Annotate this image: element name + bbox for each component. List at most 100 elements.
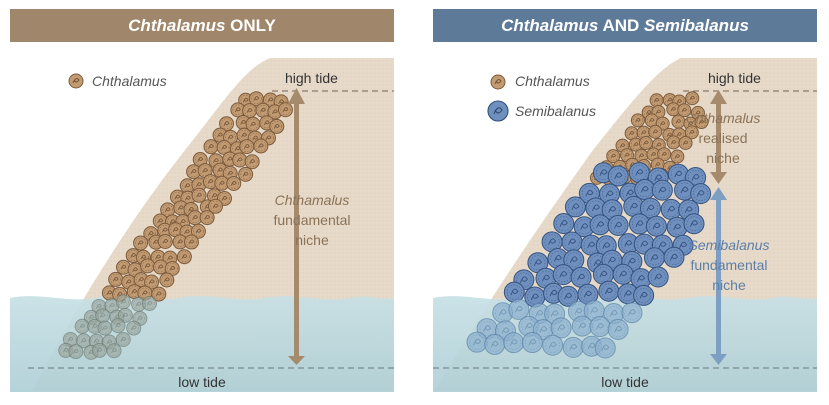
chthamalus-barnacle (648, 124, 663, 139)
chthamalus-barnacle (630, 113, 645, 128)
semibalanus-barnacle (508, 298, 530, 320)
niche-species: Chthamalus (274, 192, 350, 208)
chthamalus-barnacle (74, 318, 90, 334)
chthamalus-barnacle (245, 116, 261, 132)
chthamalus-barnacle (126, 320, 142, 336)
niche-line-2: niche (295, 232, 329, 248)
semibalanus-barnacle (577, 283, 599, 305)
chthamalus-barnacle (685, 91, 700, 106)
semibalanus-barnacle (594, 337, 616, 359)
chthamalus-barnacle (190, 223, 206, 239)
semibalanus-barnacle (607, 165, 629, 187)
niche-line-2: niche (712, 277, 746, 293)
semibalanus-fundamental-niche-label: Semibalanus fundamental niche (669, 235, 789, 295)
chthamalus-barnacle (117, 307, 133, 323)
chthamalus-barnacle (106, 343, 122, 359)
chthamalus-barnacle (208, 198, 224, 214)
semibalanus-niche-arrow (710, 187, 727, 365)
niche-line-1: fundamental (273, 212, 351, 228)
chthamalus-barnacle (269, 118, 285, 134)
legend-label-chthamalus: Chthalamus (515, 73, 590, 89)
semibalanus-barnacle (607, 214, 629, 236)
low-tide-label: low tide (178, 374, 226, 390)
legend-chthamalus-icon (68, 73, 84, 89)
semibalanus-barnacle (589, 214, 611, 236)
semibalanus-barnacle (571, 315, 593, 337)
semibalanus-barnacle (550, 317, 572, 339)
chthamalus-barnacle (141, 295, 157, 311)
semibalanus-barnacle (503, 281, 525, 303)
fundamental-niche-arrow (288, 88, 305, 365)
realised-niche-arrow (710, 90, 727, 184)
semibalanus-barnacle (612, 263, 634, 285)
chthamalus-barnacle (157, 234, 173, 250)
semibalanus-barnacle (553, 213, 575, 235)
semibalanus-barnacle (674, 179, 696, 201)
semibalanus-barnacle (607, 318, 629, 340)
panel-chthalamus-and-semibalanus: Chthalamus AND Semibalanus Chthalamus Se… (433, 0, 817, 405)
legend-label-chthamalus: Chthalamus (92, 73, 167, 89)
chthamalus-barnacle (92, 342, 108, 358)
chthamalus-barnacle (670, 149, 685, 164)
semibalanus-barnacle (466, 331, 488, 353)
semibalanus-barnacle (647, 266, 669, 288)
semibalanus-barnacle (633, 284, 655, 306)
niche-line-2: niche (706, 150, 740, 166)
semibalanus-barnacle (643, 247, 665, 269)
chthamalus-barnacle (684, 125, 699, 140)
chthamalus-barnacle (649, 93, 664, 108)
chthamalus-barnacle (115, 331, 131, 347)
realised-niche-label: Chthamalus realised niche (673, 108, 773, 168)
semibalanus-barnacle (634, 179, 656, 201)
title-and: AND (598, 15, 645, 35)
panel-title: Chthalamus ONLY (10, 9, 394, 42)
chthamalus-barnacle (203, 139, 219, 155)
chthamalus-barnacle (677, 103, 692, 118)
chthamalus-barnacle (694, 115, 709, 130)
legend-semibalanus-icon (487, 100, 509, 122)
chthamalus-barnacle (232, 152, 248, 168)
panel-left-illustration (10, 42, 394, 395)
chthamalus-barnacle (133, 235, 149, 251)
chthamalus-barnacle (239, 139, 255, 155)
semibalanus-barnacle (621, 302, 643, 324)
low-tide-label: low tide (601, 374, 649, 390)
title-species-1: Chthalamus (501, 15, 599, 35)
legend-chthamalus-icon (490, 74, 506, 90)
niche-species: Semibalanus (688, 237, 770, 253)
semibalanus-barnacle (527, 252, 549, 274)
semibalanus-barnacle (639, 197, 661, 219)
chthamalus-barnacle (244, 154, 260, 170)
chthamalus-barnacle (678, 135, 693, 150)
semibalanus-barnacle (663, 246, 685, 268)
semibalanus-barnacle (484, 333, 506, 355)
semibalanus-barnacle (628, 213, 650, 235)
semibalanus-barnacle (542, 334, 564, 356)
chthamalus-barnacle (76, 333, 92, 349)
chthamalus-barnacle (97, 320, 113, 336)
title-species: Chthalamus (128, 15, 226, 35)
semibalanus-barnacle (521, 332, 543, 354)
fundamental-niche-label: Chthamalus fundamental niche (249, 190, 375, 250)
panel-chthalamus-only: Chthalamus ONLY Chthalamus high tide low… (10, 0, 394, 405)
panel-title: Chthalamus AND Semibalanus (433, 9, 817, 42)
chthamalus-barnacle (144, 274, 160, 290)
chthamalus-barnacle (238, 166, 254, 182)
chthamalus-barnacle (199, 210, 215, 226)
semibalanus-barnacle (683, 213, 705, 235)
high-tide-label: high tide (708, 70, 761, 86)
chthamalus-barnacle (164, 261, 180, 277)
high-tide-label: high tide (285, 70, 338, 86)
niche-species: Chthamalus (685, 110, 761, 126)
chthamalus-barnacle (159, 272, 175, 288)
semibalanus-barnacle (651, 179, 673, 201)
semibalanus-barnacle (564, 196, 586, 218)
chthamalus-barnacle (186, 164, 202, 180)
title-species-2: Semibalanus (644, 15, 749, 35)
semibalanus-barnacle (589, 316, 611, 338)
semibalanus-barnacle (562, 336, 584, 358)
chthamalus-barnacle (191, 187, 207, 203)
semibalanus-barnacle (690, 183, 712, 205)
chthamalus-barnacle (151, 286, 167, 302)
semibalanus-barnacle (628, 162, 650, 184)
